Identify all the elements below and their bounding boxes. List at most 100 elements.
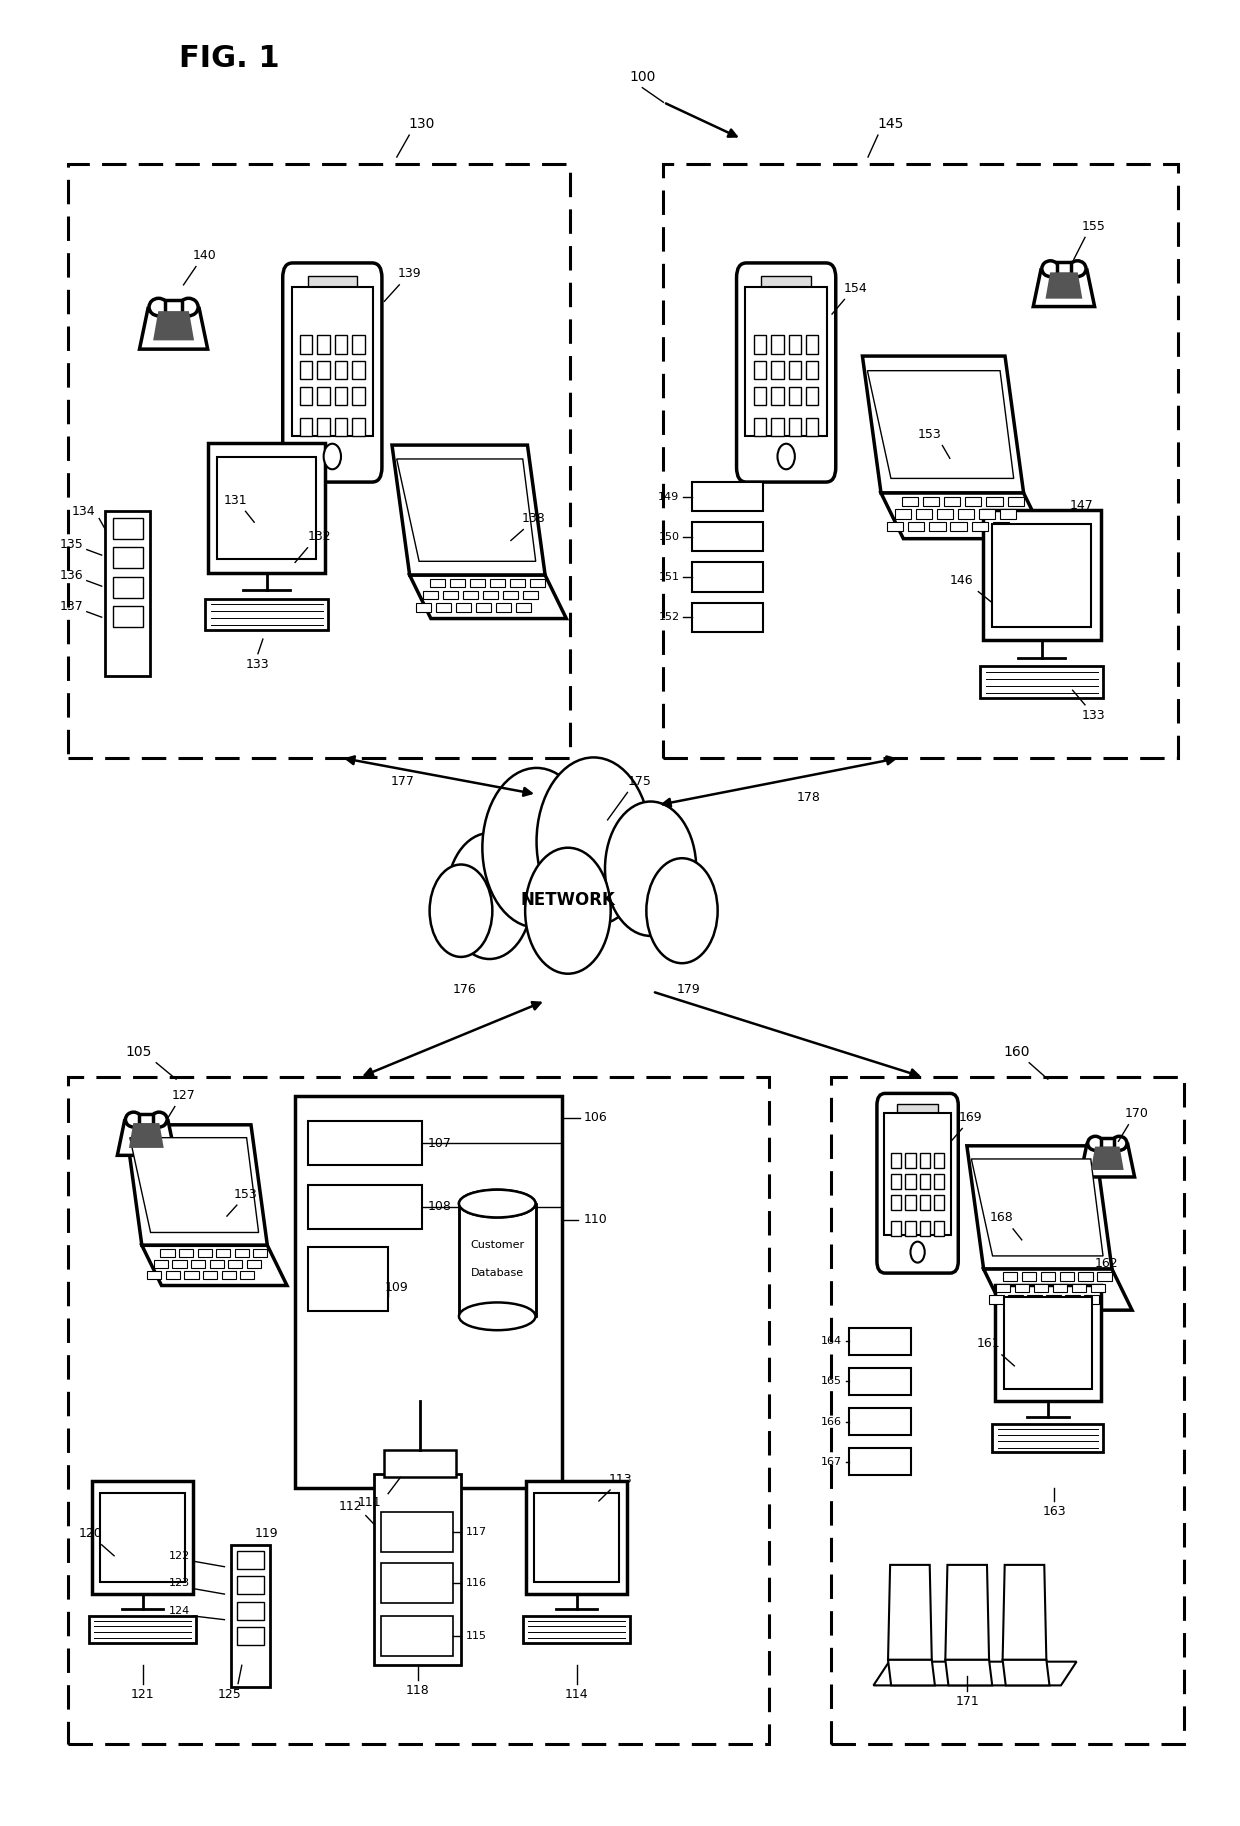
FancyBboxPatch shape: [1008, 1295, 1023, 1304]
FancyBboxPatch shape: [1003, 1273, 1017, 1280]
FancyBboxPatch shape: [100, 1494, 185, 1581]
Ellipse shape: [149, 298, 169, 316]
FancyBboxPatch shape: [502, 592, 518, 599]
FancyBboxPatch shape: [980, 509, 996, 519]
FancyBboxPatch shape: [923, 497, 940, 506]
Polygon shape: [945, 1660, 992, 1685]
Text: 169: 169: [959, 1110, 983, 1125]
FancyBboxPatch shape: [113, 519, 143, 539]
FancyBboxPatch shape: [884, 1114, 951, 1236]
Text: 120: 120: [78, 1527, 103, 1541]
Text: 166: 166: [821, 1417, 842, 1426]
FancyBboxPatch shape: [1065, 1295, 1080, 1304]
Text: NETWORK: NETWORK: [521, 891, 615, 909]
Polygon shape: [397, 458, 536, 561]
FancyBboxPatch shape: [166, 1271, 180, 1278]
FancyBboxPatch shape: [806, 336, 818, 354]
FancyBboxPatch shape: [1003, 1296, 1092, 1388]
FancyBboxPatch shape: [692, 482, 763, 511]
Text: 114: 114: [564, 1687, 589, 1702]
Text: 118: 118: [405, 1684, 430, 1698]
Polygon shape: [118, 1121, 175, 1156]
FancyBboxPatch shape: [905, 1194, 915, 1211]
Text: 123: 123: [169, 1578, 190, 1589]
FancyBboxPatch shape: [490, 579, 505, 588]
FancyBboxPatch shape: [435, 603, 451, 612]
FancyBboxPatch shape: [300, 387, 312, 405]
FancyBboxPatch shape: [205, 599, 329, 630]
FancyBboxPatch shape: [920, 1174, 930, 1189]
FancyBboxPatch shape: [898, 1105, 937, 1118]
FancyBboxPatch shape: [89, 1616, 196, 1643]
FancyBboxPatch shape: [1101, 1138, 1114, 1149]
Text: 155: 155: [1081, 219, 1106, 234]
FancyBboxPatch shape: [789, 418, 801, 436]
FancyBboxPatch shape: [335, 418, 347, 436]
FancyBboxPatch shape: [771, 418, 784, 436]
FancyBboxPatch shape: [1056, 263, 1071, 274]
Text: 113: 113: [608, 1472, 632, 1486]
Polygon shape: [140, 309, 208, 349]
Text: 160: 160: [1003, 1044, 1030, 1059]
FancyBboxPatch shape: [849, 1368, 911, 1395]
FancyBboxPatch shape: [905, 1222, 915, 1236]
Polygon shape: [1045, 272, 1083, 299]
FancyBboxPatch shape: [510, 579, 525, 588]
Ellipse shape: [1112, 1136, 1127, 1150]
FancyBboxPatch shape: [523, 592, 538, 599]
FancyBboxPatch shape: [237, 1601, 264, 1620]
FancyBboxPatch shape: [523, 1616, 630, 1643]
Circle shape: [429, 864, 492, 957]
FancyBboxPatch shape: [937, 509, 954, 519]
FancyBboxPatch shape: [996, 1284, 1011, 1293]
FancyBboxPatch shape: [443, 592, 458, 599]
Text: 170: 170: [1125, 1107, 1149, 1121]
Text: FIG. 1: FIG. 1: [179, 44, 280, 73]
FancyBboxPatch shape: [430, 579, 445, 588]
Text: 135: 135: [60, 537, 83, 551]
FancyBboxPatch shape: [1007, 497, 1024, 506]
FancyBboxPatch shape: [692, 522, 763, 551]
Text: 147: 147: [1069, 498, 1094, 513]
Text: 145: 145: [877, 117, 904, 131]
FancyBboxPatch shape: [692, 603, 763, 632]
FancyBboxPatch shape: [982, 509, 1101, 641]
FancyBboxPatch shape: [771, 387, 784, 405]
FancyBboxPatch shape: [482, 592, 498, 599]
Polygon shape: [125, 1125, 268, 1245]
FancyBboxPatch shape: [191, 1260, 205, 1267]
FancyBboxPatch shape: [994, 1286, 1101, 1401]
Polygon shape: [868, 371, 1014, 478]
FancyBboxPatch shape: [113, 548, 143, 568]
FancyBboxPatch shape: [745, 287, 827, 436]
FancyBboxPatch shape: [915, 509, 932, 519]
FancyBboxPatch shape: [308, 1247, 388, 1311]
Polygon shape: [971, 1160, 1104, 1256]
FancyBboxPatch shape: [987, 497, 1003, 506]
Text: 167: 167: [821, 1457, 842, 1466]
FancyBboxPatch shape: [308, 1185, 422, 1229]
Text: 138: 138: [521, 511, 546, 526]
Polygon shape: [863, 356, 1024, 493]
Ellipse shape: [1069, 261, 1086, 276]
FancyBboxPatch shape: [352, 418, 365, 436]
Text: 107: 107: [428, 1136, 451, 1150]
FancyBboxPatch shape: [526, 1481, 627, 1594]
FancyBboxPatch shape: [317, 362, 330, 380]
FancyBboxPatch shape: [1059, 1273, 1074, 1280]
Circle shape: [537, 758, 651, 926]
FancyBboxPatch shape: [92, 1481, 193, 1594]
FancyBboxPatch shape: [892, 1222, 901, 1236]
FancyBboxPatch shape: [335, 387, 347, 405]
FancyBboxPatch shape: [806, 362, 818, 380]
FancyBboxPatch shape: [920, 1222, 930, 1236]
Polygon shape: [945, 1565, 990, 1660]
FancyBboxPatch shape: [1097, 1273, 1112, 1280]
Text: 117: 117: [466, 1527, 487, 1537]
FancyBboxPatch shape: [789, 336, 801, 354]
FancyBboxPatch shape: [1047, 1295, 1060, 1304]
FancyBboxPatch shape: [849, 1448, 911, 1475]
FancyBboxPatch shape: [237, 1576, 264, 1594]
FancyBboxPatch shape: [1053, 1284, 1068, 1293]
Text: 178: 178: [796, 791, 821, 805]
